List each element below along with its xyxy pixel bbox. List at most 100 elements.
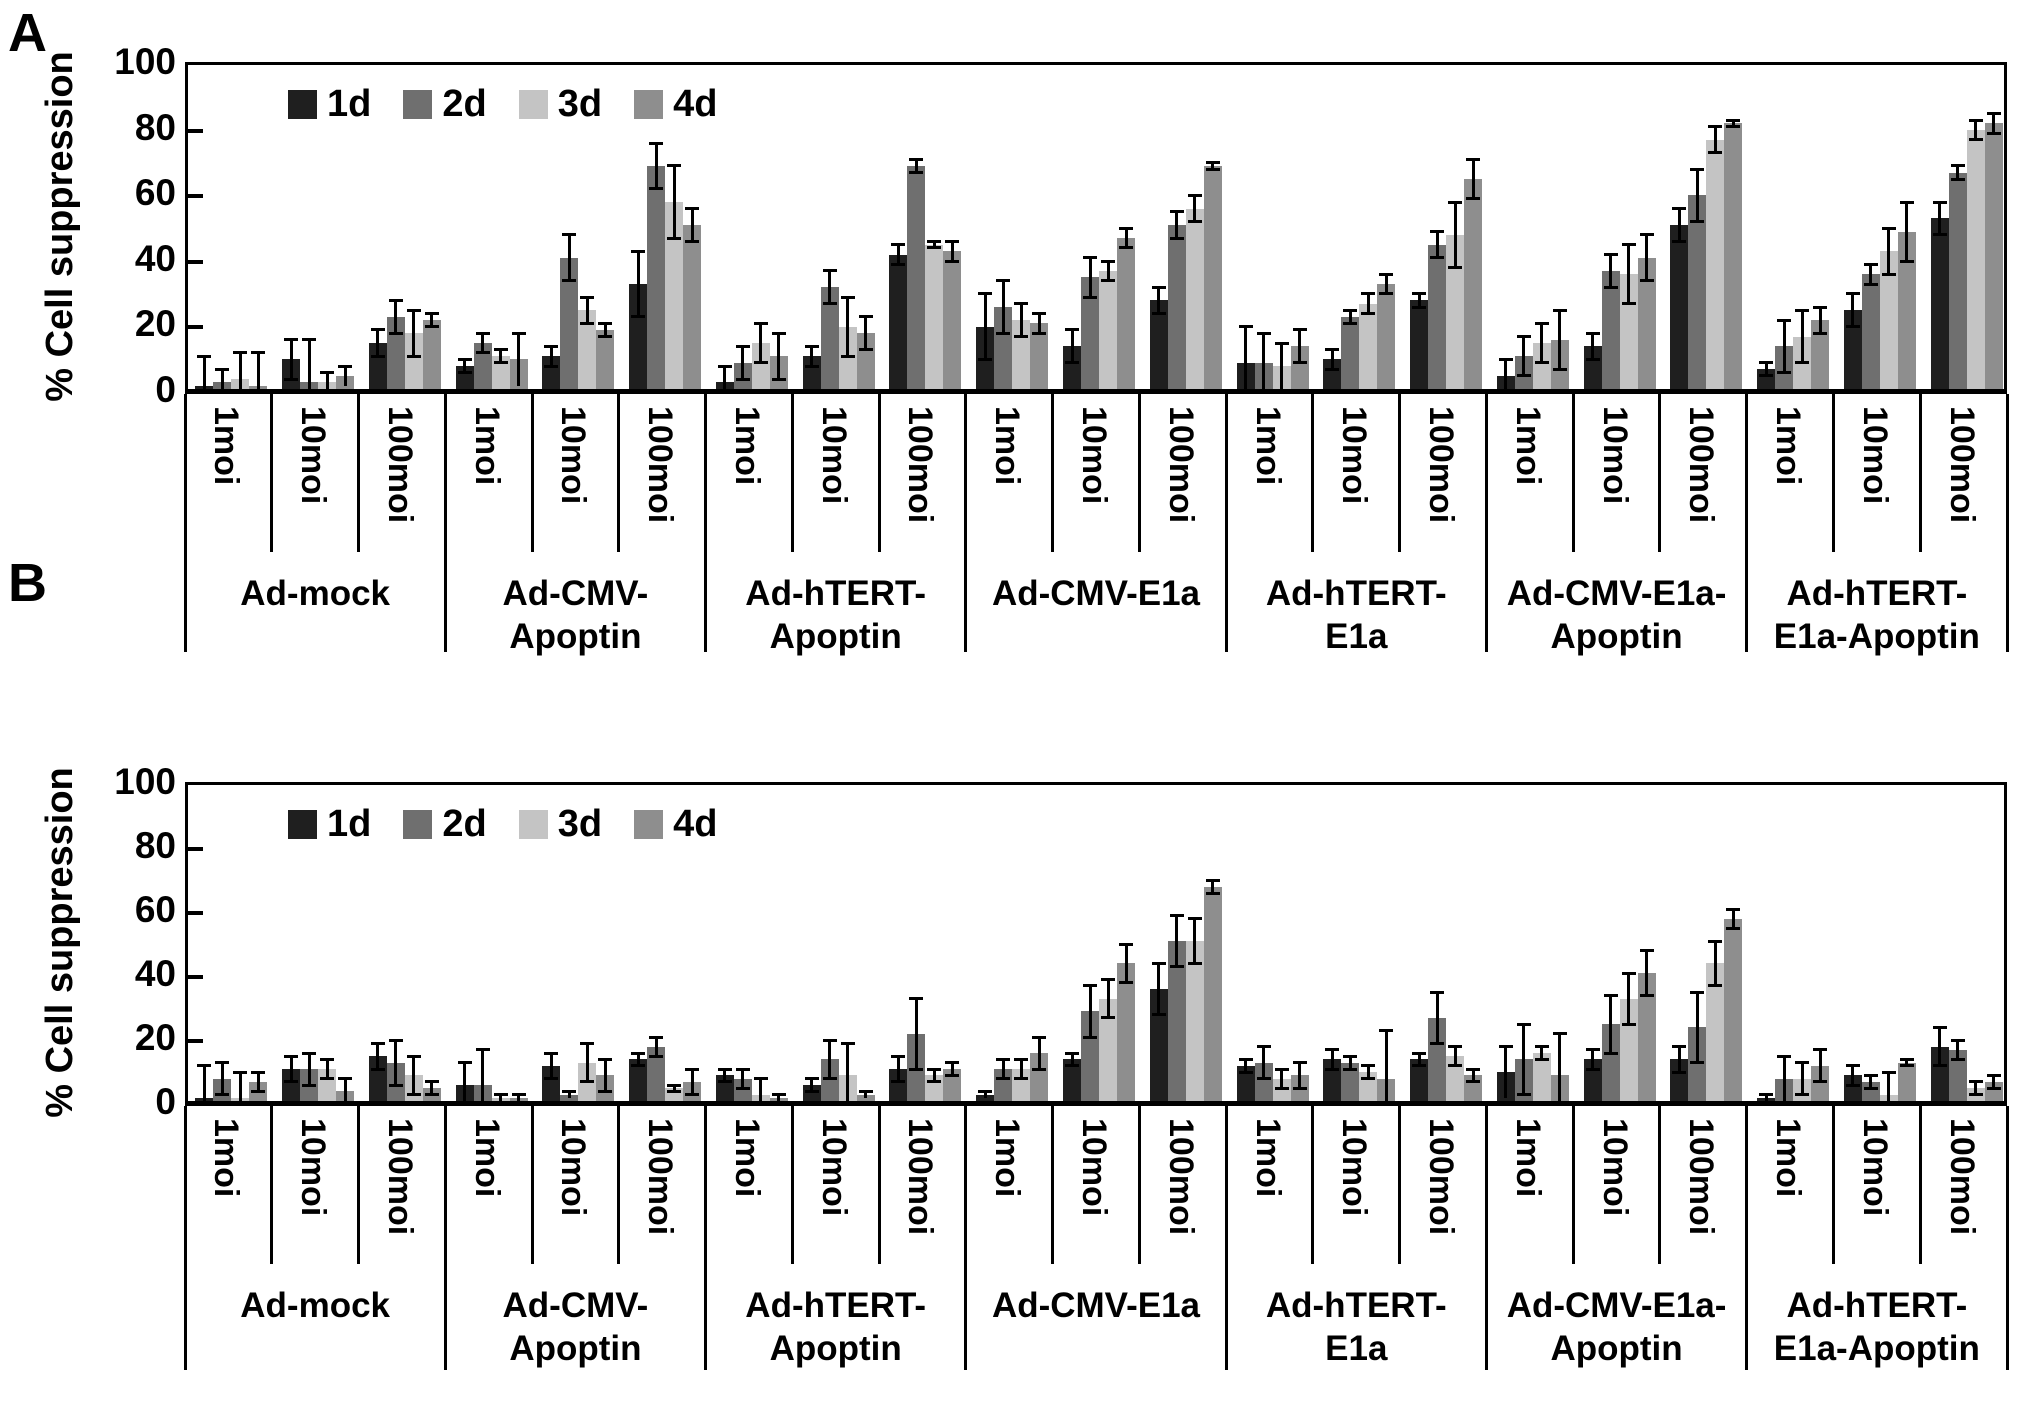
error-cap-top-a (1430, 230, 1445, 234)
legend-label-4d: 4d (673, 83, 718, 125)
moi-label-100moi-a: 100moi (901, 406, 940, 524)
error-cap-top-b (1795, 1061, 1810, 1065)
moi-label-1moi-b: 1moi (727, 1118, 766, 1198)
error-bar-a (1384, 274, 1388, 294)
error-cap-bottom-b (1603, 1051, 1618, 1055)
error-cap-top-a (1813, 305, 1828, 309)
error-cap-bottom-a (978, 357, 993, 361)
moi-label-100moi-a: 100moi (1942, 406, 1981, 524)
error-cap-top-a (1690, 167, 1705, 171)
error-cap-top-b (891, 1054, 906, 1058)
error-bar-a (1677, 208, 1681, 242)
y-tick-label-a: 20 (134, 303, 176, 345)
error-cap-top-a (1014, 302, 1029, 306)
y-tick-mark-a (188, 325, 203, 330)
group-label-line-b: Ad-mock (240, 1286, 391, 1325)
error-cap-top-a (1708, 125, 1723, 129)
error-bar-b (1280, 1069, 1284, 1089)
error-cap-bottom-a (544, 364, 559, 368)
moi-separator-b (1831, 1106, 1835, 1264)
error-cap-top-b (284, 1054, 299, 1058)
error-bar-a (1851, 293, 1855, 327)
error-bar-a (1037, 313, 1041, 334)
bar-1d-b (368, 1056, 387, 1101)
bar-4d-a (1811, 320, 1830, 389)
error-cap-top-a (1379, 272, 1394, 276)
error-bar-b (1558, 1033, 1562, 1101)
error-bar-b (1298, 1062, 1302, 1089)
plot-area-a: 1d 2d 3d 4d (185, 62, 2007, 394)
moi-separator-b (1571, 1106, 1575, 1264)
moi-label-10moi-a: 10moi (554, 406, 593, 505)
group-label-line-b: Apoptin (769, 1329, 902, 1368)
group-separator-a (1484, 394, 1488, 652)
error-cap-top-b (511, 1093, 526, 1097)
error-bar-a (654, 143, 658, 189)
error-bar-b (412, 1056, 416, 1095)
error-cap-top-a (1101, 259, 1115, 263)
error-cap-top-b (1863, 1073, 1878, 1077)
error-cap-bottom-b (1968, 1093, 1983, 1097)
error-bar-b (1070, 1053, 1074, 1066)
group-separator-b (2005, 1106, 2009, 1370)
error-bar-a (1175, 211, 1179, 239)
error-cap-top-b (1361, 1064, 1376, 1068)
legend-item-2d: 2d (403, 83, 487, 126)
error-bar-b (1471, 1069, 1475, 1082)
error-cap-top-a (1759, 361, 1774, 365)
error-cap-top-b (457, 1061, 472, 1065)
error-cap-bottom-b (1621, 1022, 1636, 1026)
error-cap-top-b (424, 1080, 439, 1084)
moi-label-10moi-a: 10moi (1595, 406, 1634, 505)
legend-item-4d: 4d (634, 803, 717, 846)
error-cap-bottom-b (822, 1077, 837, 1081)
group-label-line-b: Ad-hTERT- (1265, 1286, 1447, 1325)
error-cap-top-b (1813, 1048, 1828, 1052)
moi-label-10moi-b: 10moi (1595, 1118, 1634, 1217)
bar-3d-a (1446, 234, 1465, 389)
error-cap-bottom-b (1430, 1041, 1445, 1045)
error-cap-bottom-b (667, 1089, 682, 1093)
error-bar-b (289, 1056, 293, 1082)
bar-3d-a (1532, 343, 1551, 389)
y-axis-title-b: % Cell suppression (28, 767, 92, 1118)
bar-4d-a (596, 329, 615, 389)
error-cap-top-a (631, 249, 646, 253)
moi-label-1moi-a: 1moi (1248, 406, 1287, 486)
error-cap-bottom-a (1845, 325, 1860, 329)
group-separator-b (443, 1106, 447, 1370)
bar-2d-a (1948, 172, 1967, 389)
group-separator-b (1745, 1106, 1749, 1370)
error-bar-a (1348, 310, 1352, 324)
y-tick-mark-a (188, 128, 203, 133)
bar-3d-b (1272, 1078, 1291, 1101)
error-cap-bottom-b (320, 1077, 335, 1081)
error-cap-top-b (1777, 1054, 1792, 1058)
error-bar-b (1435, 992, 1439, 1044)
bar-3d-a (404, 333, 423, 389)
bar-2d-a (1688, 195, 1707, 389)
moi-label-100moi-a: 100moi (1422, 406, 1461, 524)
error-cap-bottom-b (1950, 1057, 1965, 1061)
bar-2d-a (1861, 274, 1880, 389)
error-bar-b (1106, 979, 1110, 1018)
group-separator-a (964, 394, 968, 652)
bar-2d-a (820, 287, 839, 389)
error-bar-a (1193, 195, 1197, 222)
error-cap-bottom-a (631, 315, 646, 319)
error-bar-b (1193, 918, 1197, 964)
legend-label-3d: 3d (557, 83, 603, 125)
error-cap-top-a (1256, 331, 1271, 335)
error-cap-bottom-b (1932, 1064, 1947, 1068)
bar-1d-a (1930, 218, 1949, 389)
error-bar-b (202, 1065, 206, 1101)
group-separator-a (443, 394, 447, 652)
bar-1d-b (1236, 1065, 1255, 1101)
moi-separator-b (1311, 1106, 1315, 1264)
bar-1d-a (1670, 225, 1689, 389)
error-cap-top-b (1516, 1022, 1531, 1026)
legend-label-1d: 1d (327, 83, 372, 125)
bar-4d-b (1984, 1081, 2003, 1101)
error-cap-bottom-b (370, 1067, 385, 1071)
bar-1d-a (1583, 346, 1602, 389)
